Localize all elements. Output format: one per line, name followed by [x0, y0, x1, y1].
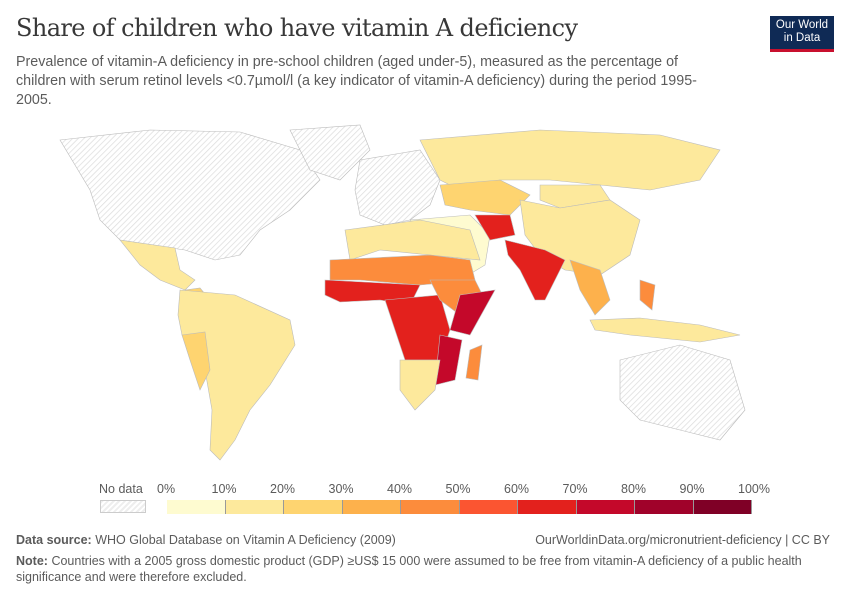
region-indonesia[interactable]: [589, 317, 741, 343]
world-map: [59, 124, 746, 461]
legend-tick: 60%: [504, 482, 530, 496]
chart-title: Share of children who have vitamin A def…: [16, 14, 578, 42]
legend-tick: 90%: [679, 482, 705, 496]
source-label: Data source:: [16, 533, 92, 547]
legend-bin[interactable]: [225, 500, 284, 514]
region-greenland[interactable]: [289, 124, 371, 181]
footnote: Note: Countries with a 2005 gross domest…: [16, 553, 836, 585]
legend-color-bins: [167, 500, 752, 514]
legend-bin[interactable]: [167, 500, 226, 514]
region-india[interactable]: [504, 239, 566, 301]
region-north_america[interactable]: [59, 129, 321, 261]
region-afghanistan[interactable]: [474, 214, 516, 241]
owid-logo[interactable]: Our World in Data: [770, 16, 834, 52]
region-andes[interactable]: [181, 331, 211, 391]
region-madagascar[interactable]: [465, 344, 483, 381]
source-text: WHO Global Database on Vitamin A Deficie…: [95, 533, 396, 547]
legend-tick: 100%: [738, 482, 770, 496]
note-label: Note:: [16, 554, 48, 568]
legend-no-data-swatch: [100, 500, 146, 513]
region-north_africa[interactable]: [344, 219, 481, 261]
region-russia[interactable]: [419, 129, 721, 191]
legend-tick: 50%: [445, 482, 471, 496]
region-australia[interactable]: [619, 344, 746, 441]
source-url[interactable]: OurWorldinData.org/micronutrient-deficie…: [535, 533, 830, 547]
note-text: Countries with a 2005 gross domestic pro…: [16, 554, 802, 584]
region-mexico[interactable]: [119, 239, 196, 291]
data-source: Data source: WHO Global Database on Vita…: [16, 533, 396, 547]
legend-tick: 10%: [211, 482, 237, 496]
region-southeast_asia[interactable]: [569, 259, 611, 316]
legend-bin[interactable]: [342, 500, 401, 514]
legend-bin[interactable]: [284, 500, 343, 514]
legend-tick: 0%: [157, 482, 176, 496]
legend-bin[interactable]: [576, 500, 635, 514]
legend-bin[interactable]: [518, 500, 577, 514]
legend-tick: 30%: [328, 482, 354, 496]
chart-subtitle: Prevalence of vitamin-A deficiency in pr…: [16, 54, 697, 108]
legend-bin[interactable]: [693, 500, 752, 514]
legend-tick: 80%: [621, 482, 647, 496]
region-philippines[interactable]: [639, 279, 656, 311]
region-southern_africa[interactable]: [399, 359, 441, 411]
legend-tick: 20%: [270, 482, 296, 496]
legend-no-data-label: No data: [99, 482, 143, 496]
legend-bin[interactable]: [401, 500, 460, 514]
legend-tick: 70%: [562, 482, 588, 496]
legend-bin[interactable]: [459, 500, 518, 514]
region-somalia_kenya[interactable]: [449, 289, 496, 336]
legend-tick: 40%: [387, 482, 413, 496]
legend-bin[interactable]: [635, 500, 694, 514]
region-central_asia[interactable]: [439, 179, 531, 216]
region-europe[interactable]: [354, 149, 441, 226]
